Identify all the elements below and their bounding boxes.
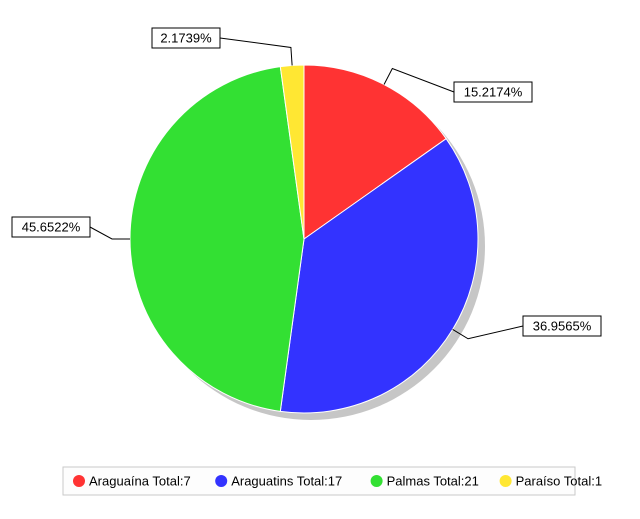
value-label-paraiso: 2.1739%: [152, 28, 220, 48]
legend-swatch-paraiso: [500, 475, 512, 487]
value-label-palmas: 45.6522%: [12, 217, 90, 237]
value-label-text: 15.2174%: [464, 84, 523, 99]
legend-label-paraiso: Paraíso Total:1: [516, 473, 602, 488]
leader-line-palmas: [90, 227, 130, 239]
legend: Araguaína Total:7 Araguatins Total:17 Palm…: [63, 467, 602, 495]
value-label-araguaina: 15.2174%: [454, 82, 532, 102]
pie-chart: 15.2174% 36.9565% 45.6522% 2.1739% Araguaín…: [0, 0, 640, 519]
leader-line-araguaina: [384, 69, 454, 92]
legend-label-araguaina: Araguaína Total:7: [89, 473, 191, 488]
value-label-text: 36.9565%: [533, 318, 592, 333]
legend-swatch-araguatins: [215, 475, 227, 487]
leader-line-paraiso: [220, 38, 292, 65]
legend-swatch-palmas: [371, 475, 383, 487]
pie-slices: [130, 65, 478, 413]
value-label-araguatins: 36.9565%: [523, 316, 601, 336]
legend-label-palmas: Palmas Total:21: [387, 473, 479, 488]
legend-swatch-araguaina: [73, 475, 85, 487]
value-label-text: 2.1739%: [160, 30, 212, 45]
pie-slice-palmas: [130, 67, 304, 412]
value-label-text: 45.6522%: [22, 219, 81, 234]
legend-label-araguatins: Araguatins Total:17: [231, 473, 342, 488]
